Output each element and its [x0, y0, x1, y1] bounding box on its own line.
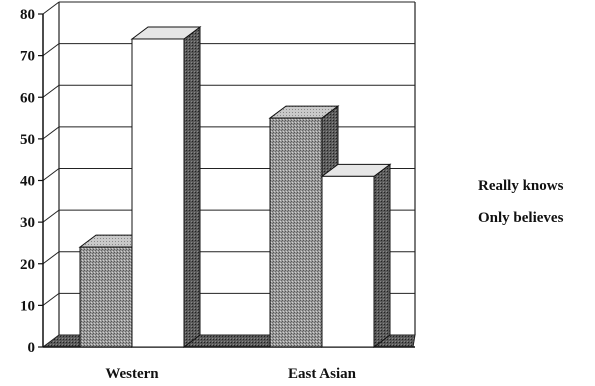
x-category-label: East Asian — [288, 366, 357, 382]
gridline-side — [42, 84, 60, 98]
y-tick-label: 60 — [20, 90, 35, 106]
y-tick-label: 70 — [20, 49, 35, 65]
bar-front-face — [131, 38, 185, 348]
gridline-side — [42, 209, 60, 223]
bar-front-face — [321, 175, 375, 348]
legend: Really knows Only believes — [478, 178, 564, 226]
gridline-side — [42, 168, 60, 181]
bar-front-face — [269, 117, 323, 348]
y-tick-label: 50 — [20, 132, 35, 148]
gridline-side — [42, 1, 60, 15]
gridlines — [42, 1, 416, 335]
x-category-label: Western — [105, 366, 159, 382]
y-tick-label: 10 — [20, 298, 35, 314]
gridline-side — [42, 251, 60, 265]
bar-western-only-believes — [130, 25, 202, 348]
y-tick-label: 30 — [20, 215, 35, 231]
bar-front-face — [79, 246, 133, 348]
y-tick-labels: 0 10 20 30 40 50 60 70 80 — [20, 7, 35, 356]
bar-side-face — [183, 25, 201, 348]
legend-item-label: Really knows — [478, 178, 564, 194]
legend-item-label: Only believes — [478, 210, 564, 226]
y-tick-label: 40 — [20, 174, 35, 190]
bar-east-asian-only-believes — [320, 163, 392, 348]
gridline-side — [42, 126, 60, 140]
y-tick-label: 80 — [20, 7, 35, 23]
y-tick-label: 0 — [28, 340, 36, 356]
bar-side-face — [373, 163, 391, 348]
y-tick-label: 20 — [20, 257, 35, 273]
x-category-labels: Western East Asian — [105, 366, 356, 382]
gridline-side — [42, 292, 60, 306]
gridline-side — [42, 43, 60, 57]
bars — [78, 25, 392, 348]
